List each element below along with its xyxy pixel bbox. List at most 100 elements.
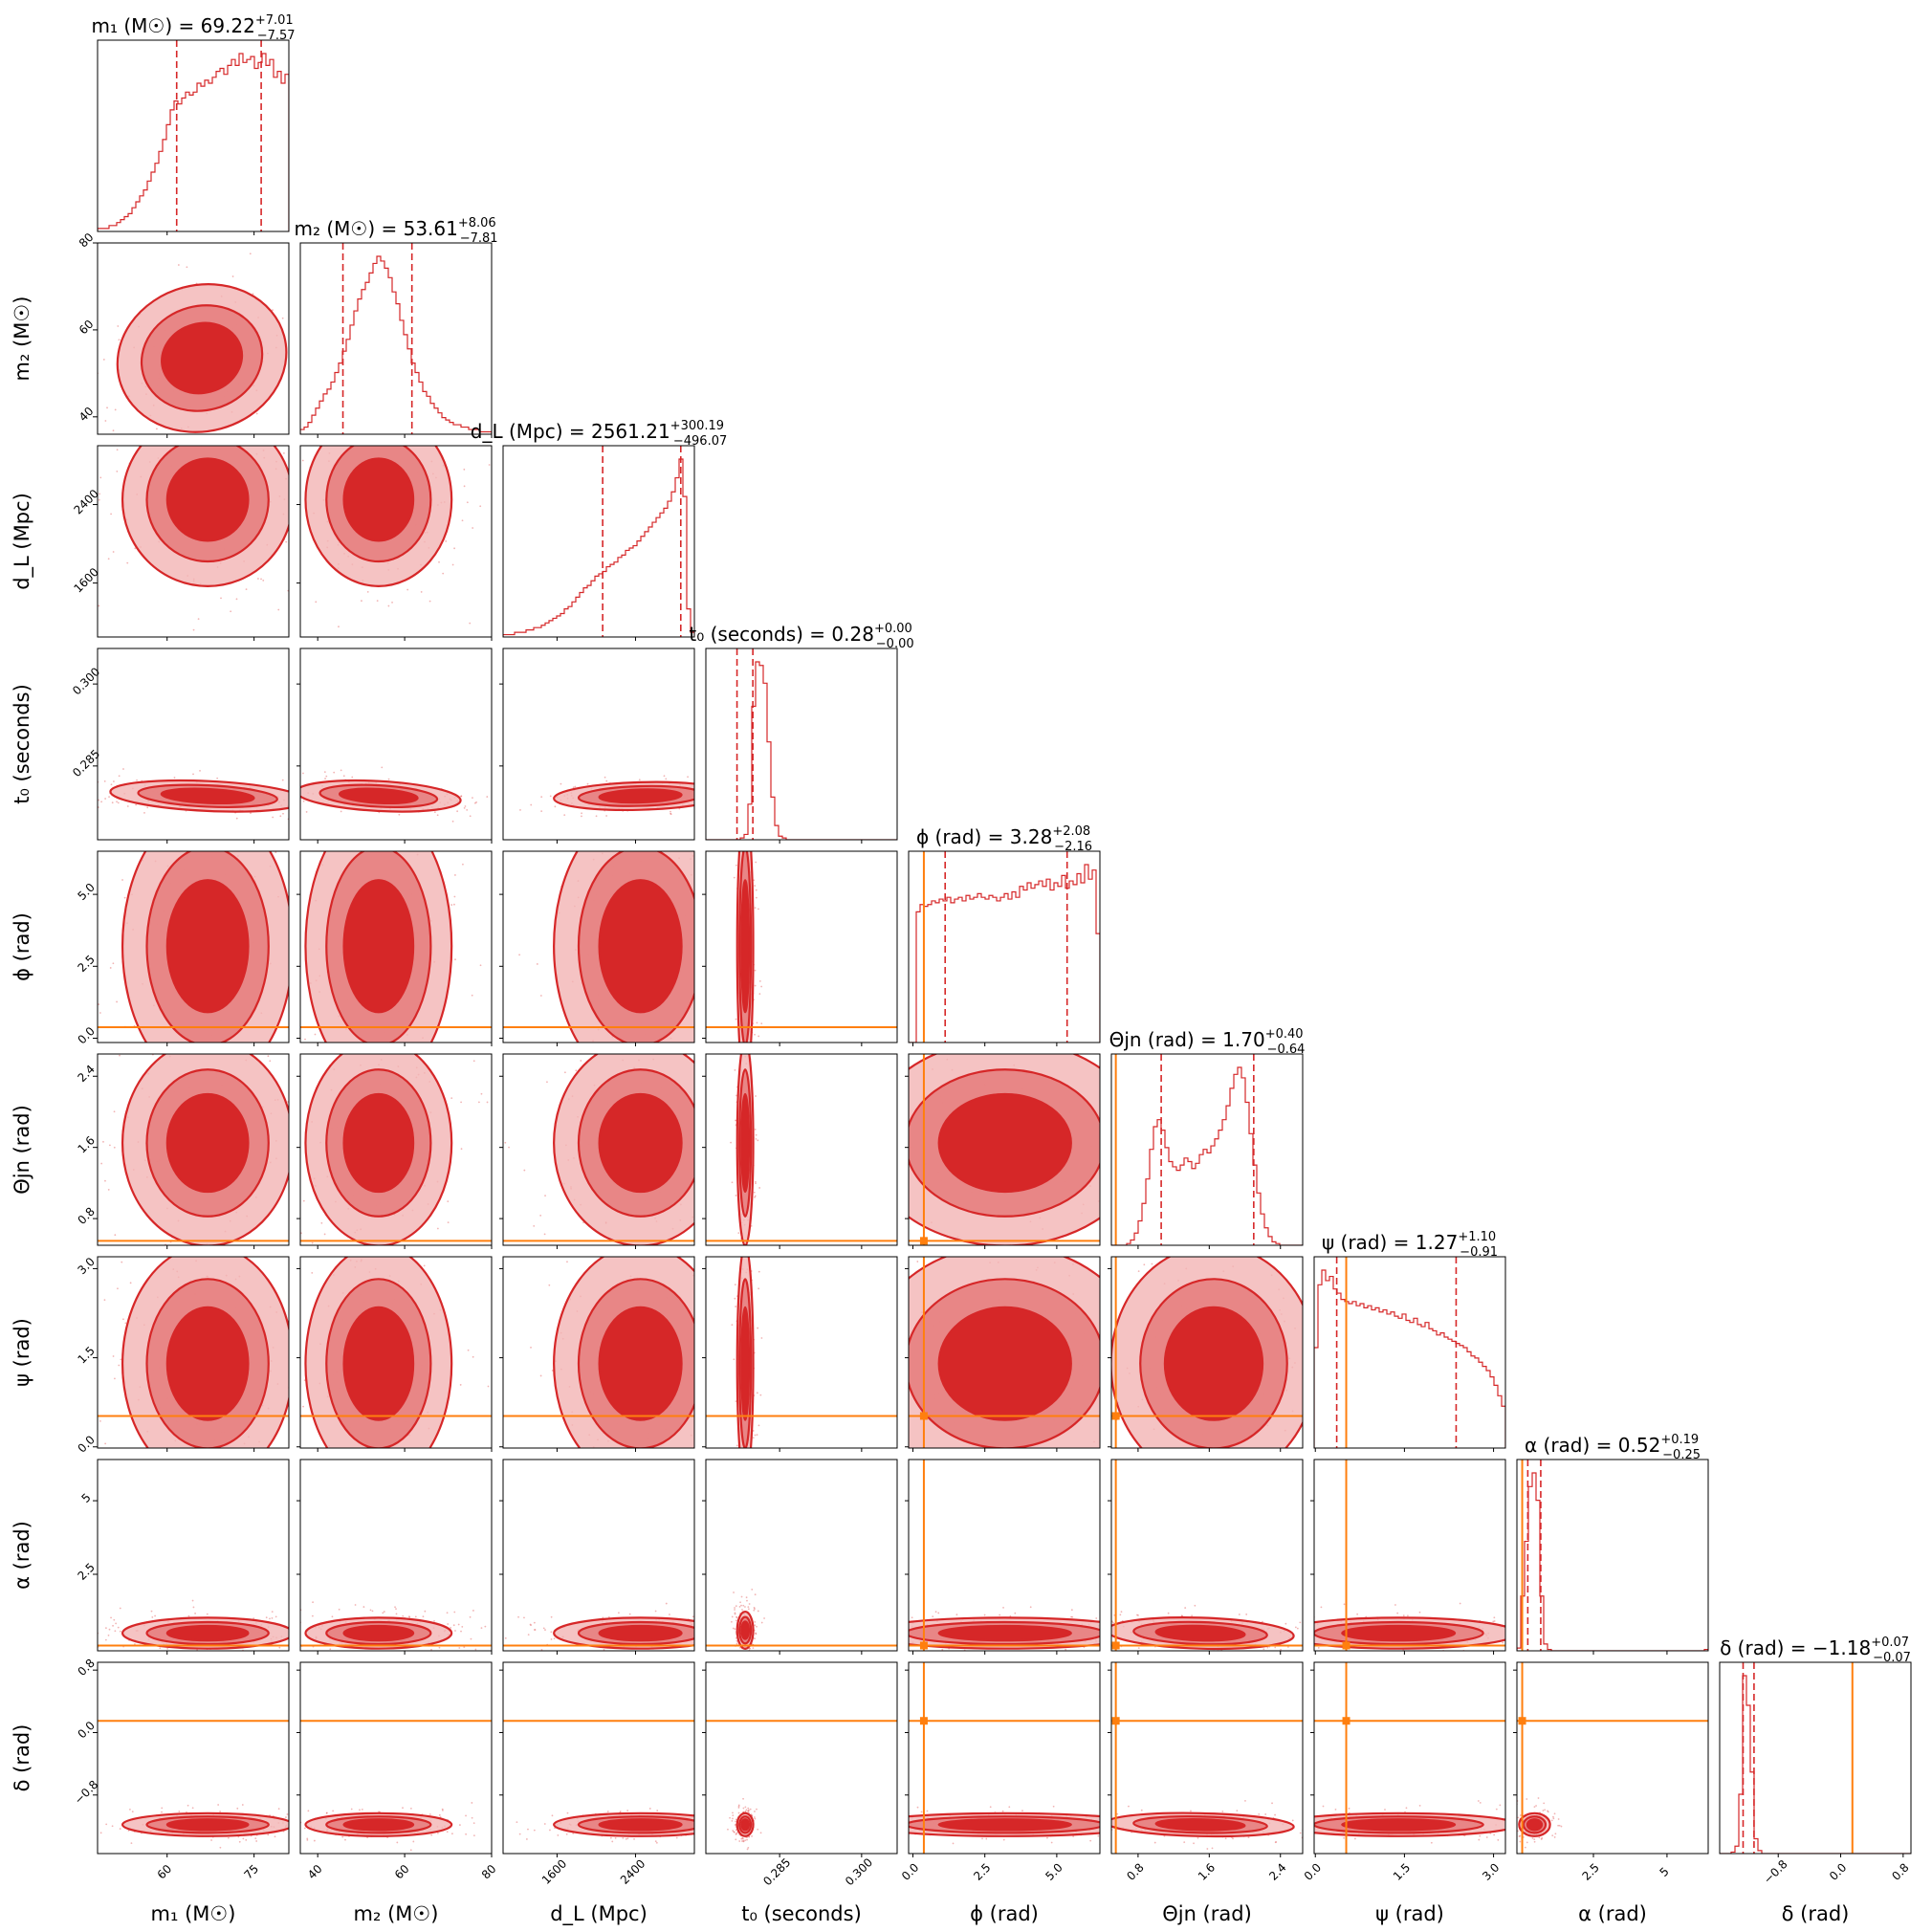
histogram-theta	[1111, 1066, 1303, 1245]
scatter-point	[318, 1652, 320, 1654]
scatter-point	[743, 1482, 745, 1483]
scatter-point	[755, 896, 757, 899]
scatter-point	[1457, 1654, 1459, 1656]
scatter-point	[222, 1246, 224, 1248]
scatter-point	[1070, 1609, 1073, 1612]
scatter-point	[607, 1615, 610, 1618]
scatter-point	[1497, 1657, 1499, 1658]
scatter-point	[408, 1616, 411, 1618]
scatter-point	[366, 392, 368, 394]
scatter-point	[774, 1658, 776, 1660]
scatter-point	[415, 739, 417, 741]
scatter-point	[298, 286, 300, 288]
scatter-point	[1105, 1333, 1107, 1335]
scatter-point	[890, 1166, 892, 1168]
scatter-point	[757, 1610, 759, 1613]
scatter-point	[712, 1651, 714, 1653]
scatter-point	[218, 1458, 220, 1460]
scatter-point	[754, 1593, 757, 1596]
scatter-point	[296, 1819, 297, 1821]
scatter-point	[787, 1197, 789, 1198]
scatter-point	[472, 1355, 474, 1358]
scatter-point	[891, 1355, 893, 1357]
scatter-point	[318, 258, 319, 260]
scatter-point	[765, 1103, 767, 1105]
scatter-point	[754, 885, 757, 887]
scatter-point	[743, 1045, 745, 1047]
scatter-point	[118, 339, 121, 341]
scatter-point	[755, 1182, 757, 1185]
scatter-point	[566, 1261, 568, 1263]
scatter-point	[508, 1418, 510, 1420]
scatter-point	[70, 792, 72, 794]
scatter-point	[800, 1203, 801, 1205]
scatter-point	[658, 1048, 660, 1050]
scatter-point	[1109, 1627, 1110, 1629]
scatter-point	[192, 832, 194, 834]
y-tick-label: 1.5	[75, 1344, 97, 1366]
scatter-point	[186, 439, 187, 441]
scatter-point	[700, 1096, 702, 1098]
scatter-point	[1108, 1650, 1109, 1652]
scatter-point	[1343, 1603, 1346, 1606]
scatter-point	[1268, 1190, 1270, 1192]
scatter-point	[338, 1608, 340, 1611]
scatter-point	[738, 1606, 741, 1608]
scatter-point	[102, 359, 105, 361]
scatter-point	[436, 814, 439, 817]
scatter-point	[235, 598, 238, 601]
scatter-point	[738, 801, 740, 803]
scatter-point	[354, 1604, 357, 1606]
scatter-point	[754, 1033, 756, 1036]
scatter-point	[851, 1180, 853, 1182]
scatter-point	[94, 794, 96, 796]
scatter-point	[704, 1653, 706, 1655]
scatter-point	[291, 1081, 293, 1083]
scatter-point	[745, 755, 747, 757]
scatter-point	[735, 1615, 737, 1618]
scatter-point	[454, 958, 456, 961]
scatter-point	[872, 1363, 874, 1365]
scatter-point	[676, 1511, 678, 1513]
scatter-point	[281, 779, 284, 781]
scatter-point	[757, 1327, 759, 1329]
scatter-point	[386, 762, 388, 764]
scatter-point	[573, 1480, 575, 1482]
scatter-point	[891, 1636, 893, 1637]
scatter-point	[112, 962, 115, 965]
scatter-point	[756, 1434, 758, 1436]
scatter-point	[719, 1627, 721, 1629]
scatter-point	[732, 1658, 734, 1660]
scatter-point	[756, 1469, 757, 1471]
scatter-point	[373, 378, 375, 380]
scatter-point	[754, 1624, 757, 1627]
y-tick-label: 2.5	[75, 1560, 97, 1582]
panel-dL-alpha	[499, 1459, 776, 1660]
scatter-point	[766, 1632, 768, 1634]
scatter-point	[873, 1631, 875, 1633]
hist-title-psi: ψ (rad) = 1.27+1.10 −0.91	[1322, 1230, 1498, 1260]
scatter-point	[657, 1046, 659, 1048]
scatter-point	[750, 1224, 753, 1227]
hist-panel-m1: m₁ (M☉) = 69.22+7.01 −7.57	[91, 13, 296, 232]
panel-m1-alpha: 2.55	[75, 1459, 290, 1655]
scatter-point	[766, 791, 768, 793]
scatter-point	[745, 689, 747, 691]
scatter-point	[731, 790, 733, 792]
panel-m2-t0	[296, 648, 493, 844]
scatter-point	[749, 1243, 751, 1245]
scatter-point	[92, 1018, 94, 1020]
scatter-point	[173, 1460, 175, 1462]
scatter-point	[1184, 1607, 1187, 1609]
scatter-point	[57, 477, 59, 479]
scatter-point	[744, 1048, 746, 1050]
scatter-point	[306, 1049, 308, 1051]
scatter-point	[325, 775, 328, 778]
scatter-point	[96, 1046, 98, 1048]
scatter-point	[180, 757, 182, 758]
scatter-point	[126, 805, 129, 807]
scatter-point	[734, 1609, 735, 1611]
scatter-point	[605, 1251, 607, 1253]
scatter-point	[687, 776, 690, 779]
